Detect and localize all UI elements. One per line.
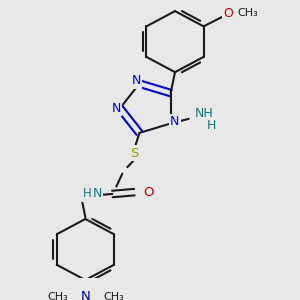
- Text: N: N: [170, 115, 179, 128]
- Text: CH₃: CH₃: [103, 292, 124, 300]
- Text: N: N: [132, 74, 141, 87]
- Text: O: O: [224, 7, 233, 20]
- Text: CH₃: CH₃: [47, 292, 68, 300]
- Text: NH: NH: [194, 107, 213, 120]
- Text: N: N: [93, 188, 102, 200]
- Text: H: H: [83, 188, 92, 200]
- Text: O: O: [143, 186, 154, 199]
- Text: N: N: [111, 102, 121, 115]
- Text: S: S: [130, 147, 139, 160]
- Text: N: N: [80, 290, 90, 300]
- Text: H: H: [207, 119, 216, 132]
- Text: CH₃: CH₃: [237, 8, 258, 18]
